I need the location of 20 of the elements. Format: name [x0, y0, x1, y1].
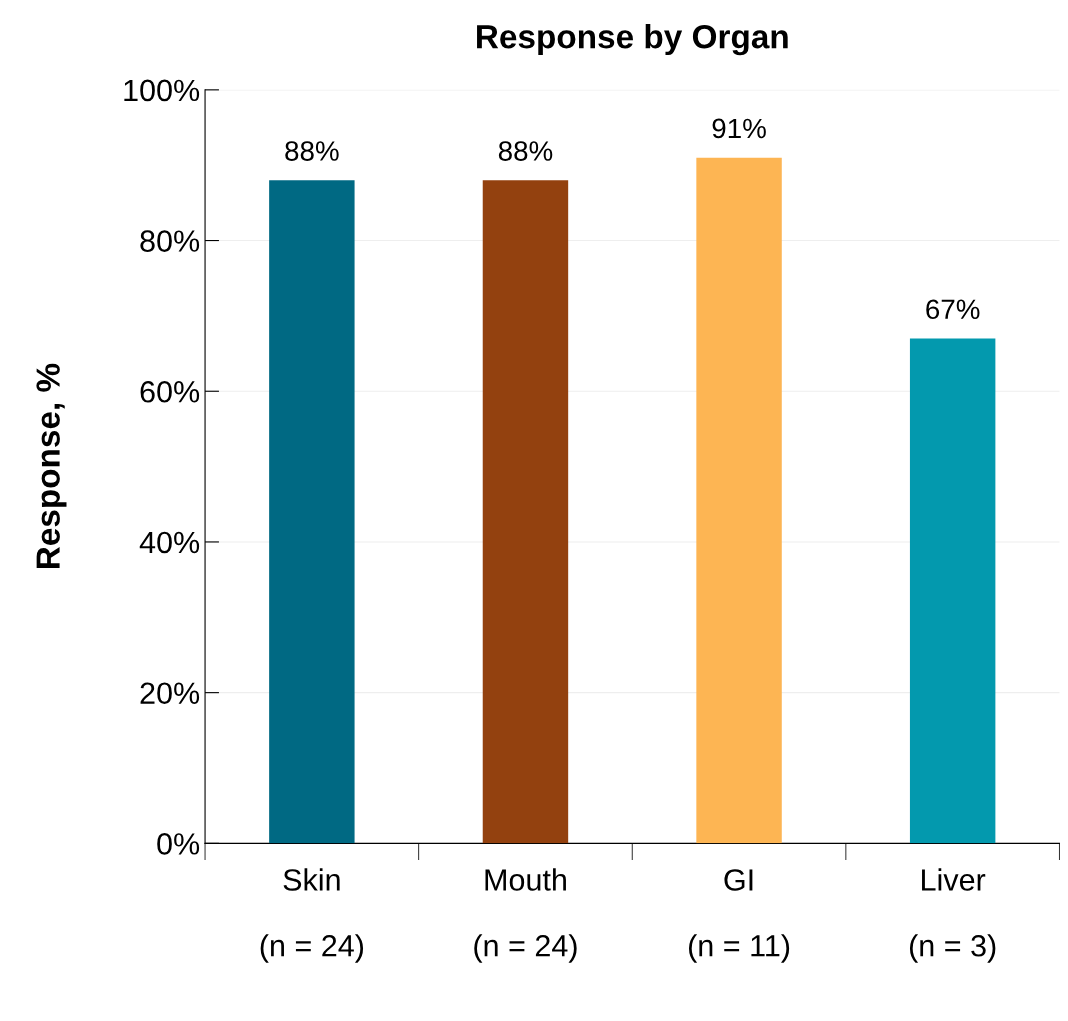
- bar: [909, 338, 996, 844]
- chart-title: Response by Organ: [477, 24, 788, 56]
- data-label: 88%: [498, 141, 553, 161]
- data-label: 91%: [712, 118, 766, 139]
- data-label: 88%: [285, 141, 339, 161]
- category-label: Skin (n = 24): [260, 868, 364, 963]
- y-tick-label: 60%: [140, 380, 200, 403]
- y-tick-label: 80%: [140, 230, 200, 252]
- category-label: GI (n = 11): [689, 869, 790, 963]
- data-label: 67%: [926, 299, 980, 320]
- y-tick-label: 0%: [157, 833, 200, 855]
- category-label: Liver (n = 3): [909, 868, 996, 963]
- bar: [482, 180, 569, 844]
- bar: [696, 157, 782, 844]
- bar: [269, 180, 355, 844]
- category-label: Mouth (n = 24): [474, 868, 577, 963]
- y-tick-label: 100%: [124, 79, 200, 102]
- y-tick-label: 40%: [139, 531, 200, 554]
- y-axis-title: Response, %: [36, 363, 67, 569]
- y-tick-label: 20%: [140, 682, 200, 705]
